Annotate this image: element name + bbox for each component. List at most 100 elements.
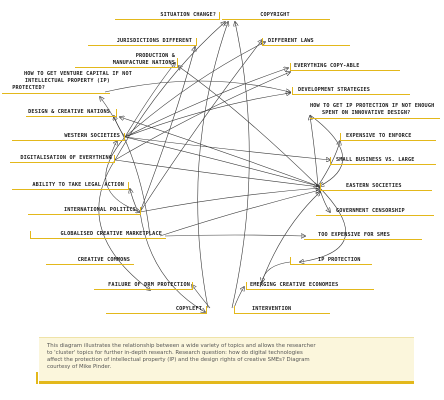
tick-production [177,58,179,68]
node-development-strategies: DEVELOPMENT STRATEGIES [298,87,371,93]
node-jurisdictions-different: JURISDICTIONS DIFFERENT [116,38,192,44]
node-international-politics: INTERNATIONAL POLITICS [63,207,136,213]
link-western-development [124,93,290,138]
node-different-laws: DIFFERENT LAWS [268,38,314,44]
caption-line-2: to 'cluster' topics for further in-depth… [47,350,303,356]
link-ip-protection-curve [262,261,291,282]
tick-jurisdictions [196,38,198,46]
node-eastern-societies: EASTERN SOCIETIES [346,183,402,189]
link-copyleft-copyright [197,22,228,309]
node-production-line1: PRODUCTION & [135,53,175,59]
underline-too-expensive [304,239,422,241]
tick-design [116,109,118,117]
link-left-arc-1 [105,136,140,212]
underline-emerging [246,289,374,291]
caption-line-3: affect the protection of intellectual pr… [47,357,310,363]
underline-situation-change [115,19,219,21]
underline-ip-how [310,118,440,120]
underline-copyleft [106,313,206,315]
underline-ability [12,189,128,191]
link-eastern-expensive [317,141,340,187]
node-venture-line2: INTELLECTUAL PROPERTY (IP) [24,78,110,84]
node-venture-line3: PROTECTED? [12,85,45,91]
node-small-large: SMALL BUSINESS VS. LARGE [336,157,415,163]
underline-venture [2,93,110,95]
node-emerging-economies: EMERGING CREATIVE ECONOMIES [250,282,339,288]
tick-copyleft [206,306,208,314]
tick-small-large [330,157,332,165]
node-creative-commons: CREATIVE COMMONS [77,257,130,263]
node-too-expensive-smes: TOO EXPENSIVE FOR SMES [318,232,391,238]
underline-expensive [340,140,436,142]
link-right-arc-2 [309,114,344,186]
tick-different-laws [262,38,264,46]
underline-ip-protection [290,264,372,266]
link-intl-eastern [139,188,320,213]
tick-digitalisation [114,155,116,163]
tick-ability [128,182,130,190]
tick-western [124,133,126,141]
node-ip-line2: SPENT ON INNOVATIVE DESIGN? [322,110,411,116]
link-intl-jurisdictions [139,47,195,213]
tick-eastern [320,183,322,191]
underline-everything-copyable [290,70,400,72]
underline-jurisdictions [88,45,196,47]
link-western-small-large [124,136,330,160]
underline-western [12,140,124,142]
underline-eastern [320,190,432,192]
node-globalised-marketplace: GLOBALISED CREATIVE MARKETPLACE [60,231,162,237]
underline-failure-drm [94,289,192,291]
node-failure-drm: FAILURE OF DRM PROTECTION [108,282,190,288]
tick-intervention [234,306,236,314]
link-digital-western [109,141,117,159]
underline-copyright [222,19,330,21]
node-western-societies: WESTERN SOCIETIES [64,133,120,139]
node-ip-protection: IP PROTECTION [318,257,361,263]
tick-emerging [246,282,248,290]
node-ip-line1: HOW TO GET IP PROTECTION IF NOT ENOUGH [310,103,435,109]
link-eastern-production [178,66,319,187]
link-right-arc-1 [300,187,346,262]
link-global-too-expensive [164,235,305,236]
caption-box: This diagram illustrates the relationshi… [39,337,414,382]
underline-globalised [30,238,166,240]
caption-line-4: courtesy of Mike Pinder. [47,364,112,370]
link-global-eastern [159,190,320,237]
underline-design [26,116,116,118]
link-copyleft-drm [192,285,211,309]
tick-expensive [340,133,342,141]
node-everything-copyable: EVERYTHING COPY-ABLE [294,63,360,69]
tick-failure-drm [192,282,194,290]
caption-line-1: This diagram illustrates the relationshi… [47,343,316,349]
tick-situation-change [219,12,221,20]
node-ability-legal: ABILITY TO TAKE LEGAL ACTION [32,182,124,188]
tick-international [140,207,142,215]
node-expensive-enforce: EXPENSIVE TO ENFORCE [346,133,412,139]
link-digital-eastern [114,159,320,187]
link-eastern-design [120,117,319,187]
underline-government [316,215,434,217]
node-production-line2: MANUFACTURE NATIONS [112,60,175,66]
connection-lines [98,0,346,330]
caption-side-mark [36,372,38,384]
link-intl-different-laws [139,40,262,213]
node-government-censorship: GOVERNMENT CENSORSHIP [336,208,405,214]
tick-everything-copyable [290,63,292,71]
tick-globalised [30,231,32,239]
link-digital-copyable [114,72,290,161]
underline-intervention [234,313,330,315]
node-copyright: COPYRIGHT [260,12,290,18]
node-situation-change: SITUATION CHANGE? [160,12,216,18]
link-western-everything-copyable [124,68,288,138]
node-copyleft: COPYLEFT [175,306,202,312]
underline-international [28,214,140,216]
link-left-arc-3 [139,211,205,312]
underline-creative-commons [46,264,134,266]
node-venture-line1: HOW TO GET VENTURE CAPITAL IF NOT [23,71,132,77]
underline-digitalisation [10,162,114,164]
link-global-venture [100,97,151,237]
tick-development [292,87,294,95]
link-eastern-ip-how [310,116,319,187]
link-intervention-copyright [231,22,250,309]
node-digitalisation: DIGITALISATION OF EVERYTHING [20,155,112,161]
